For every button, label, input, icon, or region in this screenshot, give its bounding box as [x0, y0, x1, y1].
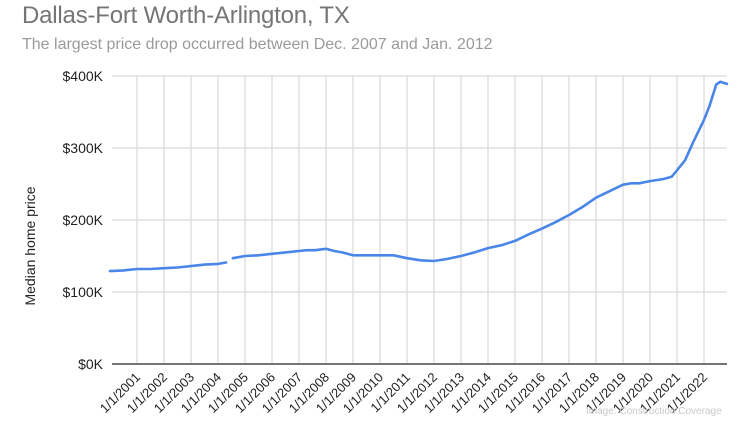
series-segment: [108, 261, 228, 273]
chart-title: Dallas-Fort Worth-Arlington, TX: [22, 2, 350, 29]
y-gridlines: [112, 75, 727, 293]
y-tick-label: $300K: [63, 140, 104, 156]
image-credit-watermark: Image: Construction Coverage: [586, 406, 722, 417]
y-tick-label: $200K: [63, 212, 104, 228]
y-axis-ticks: $0K $100K $200K $300K $400K: [63, 68, 104, 372]
y-tick-label: $400K: [63, 68, 104, 84]
chart-subtitle: The largest price drop occurred between …: [22, 36, 493, 53]
price-series-line: [108, 80, 729, 273]
y-tick-label: $100K: [63, 284, 104, 300]
series-segment: [231, 80, 729, 263]
x-gridlines: [136, 76, 705, 364]
y-tick-label: $0K: [78, 356, 104, 372]
